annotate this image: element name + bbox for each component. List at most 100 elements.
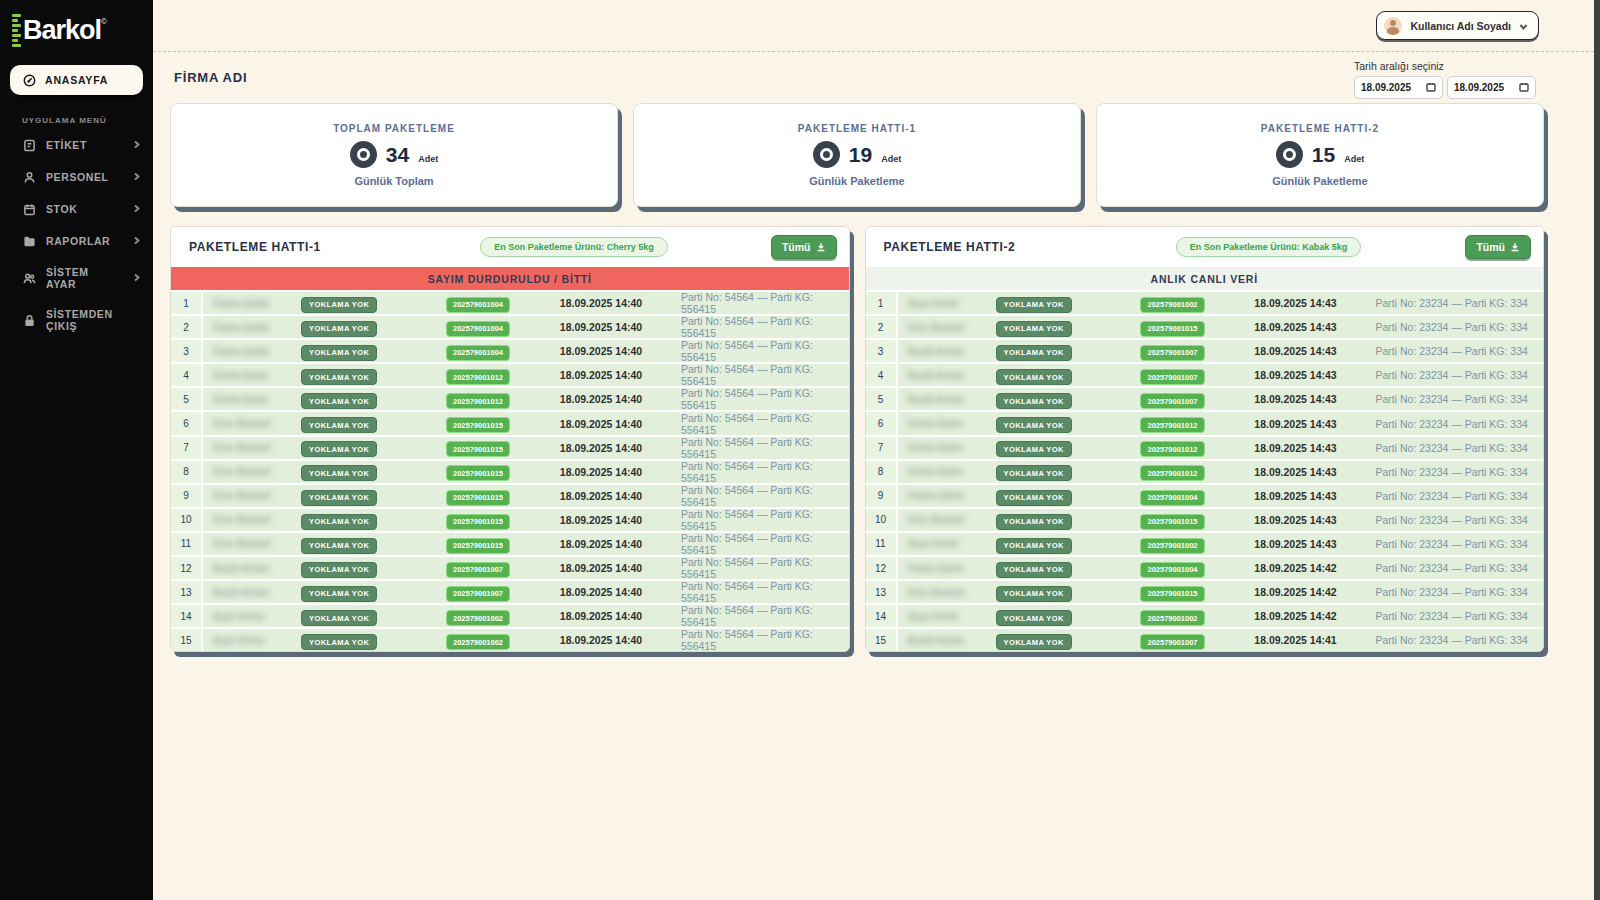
barcode-cell: 202579001015	[419, 534, 537, 554]
parti-info: Parti No: 54564 — Parti KG: 556415	[665, 460, 849, 484]
table-status-banner: ANLIK CANLI VERİ	[866, 267, 1544, 290]
download-all-button[interactable]: Tümü	[1465, 235, 1531, 259]
attendance-badge: YOKLAMA YOK	[301, 417, 377, 433]
parti-info: Parti No: 23234 — Parti KG: 334	[1360, 369, 1544, 381]
table-row[interactable]: 2 Fatma Şahin YOKLAMA YOK 202579001004 1…	[171, 314, 849, 338]
user-name-label: Kullanıcı Adı Soyadı	[1410, 20, 1511, 32]
table-row[interactable]: 3 Fatma Şahin YOKLAMA YOK 202579001004 1…	[171, 338, 849, 362]
barcode-badge: 202579001015	[446, 417, 510, 433]
table-row[interactable]: 10 Eren Bozkurt YOKLAMA YOK 202579001015…	[866, 507, 1544, 531]
timestamp: 18.09.2025 14:40	[537, 321, 665, 333]
attendance-cell: YOKLAMA YOK	[301, 438, 419, 458]
attendance-badge: YOKLAMA YOK	[301, 441, 377, 457]
attendance-cell: YOKLAMA YOK	[996, 438, 1114, 458]
table-row[interactable]: 15 Ayşe Demir YOKLAMA YOK 202579001002 1…	[171, 627, 849, 651]
timestamp: 18.09.2025 14:40	[537, 466, 665, 478]
table-row[interactable]: 6 Emine Aydın YOKLAMA YOK 202579001012 1…	[866, 410, 1544, 434]
barcode-cell: 202579001015	[419, 438, 537, 458]
barcode-badge: 202579001002	[446, 610, 510, 626]
row-number: 4	[171, 364, 203, 386]
date-to-input[interactable]: 18.09.2025	[1447, 76, 1536, 99]
row-number: 2	[171, 316, 203, 338]
parti-info: Parti No: 54564 — Parti KG: 556415	[665, 508, 849, 532]
person-name-masked: Fatma Şahin	[213, 298, 301, 309]
table-row[interactable]: 2 Eren Bozkurt YOKLAMA YOK 202579001015 …	[866, 314, 1544, 338]
table-row[interactable]: 5 Burak Arslan YOKLAMA YOK 202579001007 …	[866, 386, 1544, 410]
table-row[interactable]: 1 Ayşe Demir YOKLAMA YOK 202579001002 18…	[866, 290, 1544, 314]
parti-info: Parti No: 23234 — Parti KG: 334	[1360, 490, 1544, 502]
attendance-cell: YOKLAMA YOK	[996, 317, 1114, 337]
person-name-masked: Ayşe Demir	[213, 635, 301, 646]
attendance-badge: YOKLAMA YOK	[301, 490, 377, 506]
person-name-masked: Eren Bozkurt	[908, 587, 996, 598]
sidebar-item-sistem-ayar[interactable]: SİSTEM AYAR	[0, 257, 153, 299]
date-from-value: 18.09.2025	[1361, 82, 1411, 93]
table-row[interactable]: 11 Ayşe Demir YOKLAMA YOK 202579001002 1…	[866, 531, 1544, 555]
table-row[interactable]: 7 Eren Bozkurt YOKLAMA YOK 202579001015 …	[171, 435, 849, 459]
table-row[interactable]: 13 Burak Arslan YOKLAMA YOK 202579001007…	[171, 579, 849, 603]
label-icon	[22, 138, 36, 152]
barcode-badge: 202579001004	[446, 345, 510, 361]
table-row[interactable]: 13 Eren Bozkurt YOKLAMA YOK 202579001015…	[866, 579, 1544, 603]
download-all-button[interactable]: Tümü	[771, 235, 837, 259]
sidebar-item-personel[interactable]: PERSONEL	[0, 161, 153, 193]
date-from-input[interactable]: 18.09.2025	[1354, 76, 1443, 99]
attendance-cell: YOKLAMA YOK	[301, 631, 419, 651]
last-product-badge: En Son Paketleme Ürünü: Kabak 5kg	[1176, 237, 1362, 257]
row-number: 6	[866, 412, 898, 434]
table-row[interactable]: 8 Emine Aydın YOKLAMA YOK 202579001012 1…	[866, 459, 1544, 483]
table-row[interactable]: 5 Emine Aydın YOKLAMA YOK 202579001012 1…	[171, 386, 849, 410]
barcode-cell: 202579001007	[1114, 390, 1232, 410]
person-name-masked: Eren Bozkurt	[213, 418, 301, 429]
person-name-masked: Emine Aydın	[908, 466, 996, 477]
attendance-cell: YOKLAMA YOK	[996, 414, 1114, 434]
table-row[interactable]: 9 Fatma Şahin YOKLAMA YOK 202579001004 1…	[866, 483, 1544, 507]
attendance-cell: YOKLAMA YOK	[301, 293, 419, 313]
table-row[interactable]: 12 Fatma Şahin YOKLAMA YOK 202579001004 …	[866, 555, 1544, 579]
timestamp: 18.09.2025 14:40	[537, 562, 665, 574]
person-name-masked: Ayşe Demir	[908, 298, 996, 309]
table-row[interactable]: 9 Eren Bozkurt YOKLAMA YOK 202579001015 …	[171, 483, 849, 507]
barcode-cell: 202579001015	[419, 414, 537, 434]
table-row[interactable]: 1 Fatma Şahin YOKLAMA YOK 202579001004 1…	[171, 290, 849, 314]
sidebar-item-stok[interactable]: STOK	[0, 193, 153, 225]
table-row[interactable]: 12 Burak Arslan YOKLAMA YOK 202579001007…	[171, 555, 849, 579]
table-row[interactable]: 15 Burak Arslan YOKLAMA YOK 202579001007…	[866, 627, 1544, 651]
table-row[interactable]: 14 Ayşe Demir YOKLAMA YOK 202579001002 1…	[866, 603, 1544, 627]
sidebar-item-etiket[interactable]: ETİKET	[0, 129, 153, 161]
barcode-cell: 202579001007	[419, 582, 537, 602]
table-row[interactable]: 11 Eren Bozkurt YOKLAMA YOK 202579001015…	[171, 531, 849, 555]
user-menu-button[interactable]: Kullanıcı Adı Soyadı	[1376, 11, 1539, 40]
barcode-badge: 202579001012	[446, 393, 510, 409]
parti-info: Parti No: 23234 — Parti KG: 334	[1360, 586, 1544, 598]
sidebar-item-anasayfa[interactable]: ANASAYFA	[10, 65, 143, 95]
dashboard-icon	[22, 73, 36, 87]
attendance-badge: YOKLAMA YOK	[301, 514, 377, 530]
barcode-cell: 202579001015	[419, 486, 537, 506]
sidebar-item-logout[interactable]: SİSTEMDEN ÇIKIŞ	[0, 299, 153, 341]
timestamp: 18.09.2025 14:43	[1232, 514, 1360, 526]
stat-caption: Günlük Paketleme	[809, 175, 904, 187]
chevron-right-icon	[132, 171, 141, 183]
attendance-badge: YOKLAMA YOK	[996, 490, 1072, 506]
table-row[interactable]: 8 Eren Bozkurt YOKLAMA YOK 202579001015 …	[171, 459, 849, 483]
table-row[interactable]: 6 Eren Bozkurt YOKLAMA YOK 202579001015 …	[171, 410, 849, 434]
table-row[interactable]: 14 Ayşe Demir YOKLAMA YOK 202579001002 1…	[171, 603, 849, 627]
table-row[interactable]: 7 Emine Aydın YOKLAMA YOK 202579001012 1…	[866, 435, 1544, 459]
table-row[interactable]: 3 Burak Arslan YOKLAMA YOK 202579001007 …	[866, 338, 1544, 362]
row-number: 14	[171, 605, 203, 627]
table-row[interactable]: 4 Emine Aydın YOKLAMA YOK 202579001012 1…	[171, 362, 849, 386]
table-row[interactable]: 4 Burak Arslan YOKLAMA YOK 202579001007 …	[866, 362, 1544, 386]
attendance-badge: YOKLAMA YOK	[301, 610, 377, 626]
barcode-cell: 202579001012	[419, 366, 537, 386]
person-name-masked: Burak Arslan	[908, 394, 996, 405]
person-name-masked: Burak Arslan	[213, 587, 301, 598]
barcode-cell: 202579001002	[419, 631, 537, 651]
barcode-badge: 202579001012	[1140, 417, 1204, 433]
timestamp: 18.09.2025 14:43	[1232, 321, 1360, 333]
vertical-scrollbar[interactable]	[1594, 0, 1600, 900]
sidebar-item-raporlar[interactable]: RAPORLAR	[0, 225, 153, 257]
table-row[interactable]: 10 Eren Bozkurt YOKLAMA YOK 202579001015…	[171, 507, 849, 531]
timestamp: 18.09.2025 14:43	[1232, 466, 1360, 478]
person-name-masked: Burak Arslan	[213, 563, 301, 574]
